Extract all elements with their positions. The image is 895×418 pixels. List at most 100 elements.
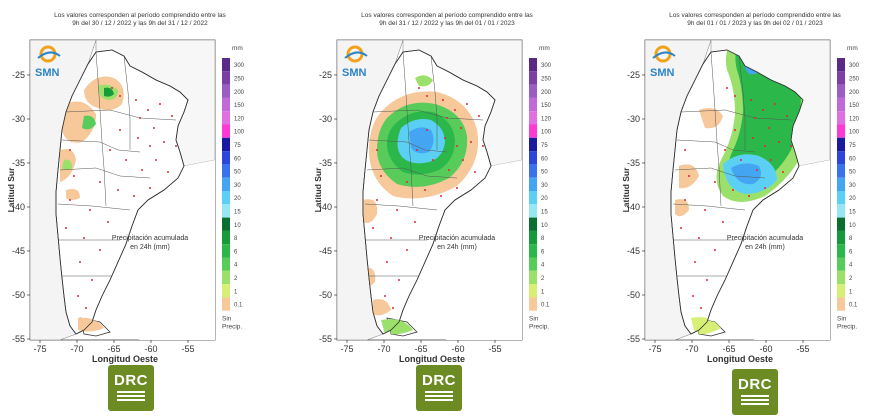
legend-value: 10: [849, 223, 856, 229]
station-dot: [704, 209, 706, 211]
legend-swatch: [837, 257, 845, 271]
drc-logo-text: DRC: [738, 376, 772, 393]
province-border: [672, 203, 746, 211]
station-dot: [69, 149, 71, 151]
precipitation-area: [78, 317, 104, 332]
legend-swatch: [837, 151, 845, 165]
legend-swatch: [222, 257, 230, 271]
x-tick-label: -70: [377, 344, 390, 354]
precipitation-area: [363, 199, 378, 223]
province-border: [57, 203, 131, 211]
precipitation-area: [731, 163, 761, 185]
smn-logo: SMN: [650, 45, 676, 79]
station-dot: [752, 137, 754, 139]
station-dot: [65, 227, 67, 229]
legend-swatch: [222, 111, 230, 125]
province-border: [65, 109, 177, 121]
smn-logo-text: SMN: [35, 67, 60, 79]
station-dot: [141, 169, 143, 171]
legend-value: 200: [541, 90, 552, 96]
station-dot: [782, 171, 784, 173]
legend-swatch: [529, 137, 537, 152]
station-dot: [762, 109, 764, 111]
station-dot: [426, 129, 428, 131]
y-axis-label: Latitud Sur: [313, 167, 323, 213]
drc-logo: DRC: [732, 369, 778, 415]
legend-value: 8: [849, 236, 853, 242]
legend-value: 6: [849, 249, 853, 255]
station-dot: [748, 195, 750, 197]
y-tick-label: -45: [12, 246, 25, 256]
station-dot: [125, 159, 127, 161]
legend-value: 1: [849, 289, 853, 295]
precipitation-map: -25 -30 -35 -40 -45 -50 -55 -75 -70 -65 -60 -55 Lati…: [313, 39, 552, 364]
legend-swatch: [222, 284, 230, 298]
station-dot: [714, 249, 716, 251]
legend-value: 120: [541, 116, 552, 122]
legend-swatch: [529, 230, 537, 245]
legend-value: 120: [849, 116, 860, 122]
map-title: Los valores corresponden al período comp…: [615, 12, 895, 28]
legend-swatch: [837, 204, 845, 218]
legend-swatch: [222, 204, 230, 218]
station-dot: [85, 307, 87, 309]
precip-note-line-2: en 24h (mm): [745, 244, 785, 251]
y-tick-label: -40: [627, 202, 640, 212]
y-tick-label: -30: [319, 114, 332, 124]
y-tick-label: -35: [319, 158, 332, 168]
legend-swatch: [222, 151, 230, 165]
legend-value: 150: [849, 103, 860, 109]
legend-value: 6: [234, 249, 238, 255]
legend-swatch: [529, 217, 537, 231]
legend-swatch: [529, 84, 537, 98]
legend-swatch: [222, 191, 230, 205]
legend-value: 250: [234, 76, 245, 82]
y-tick-label: -25: [319, 70, 332, 80]
station-dot: [734, 95, 736, 97]
precip-note-line-2: en 24h (mm): [130, 244, 170, 251]
map-panel-1: Los valores corresponden al período comp…: [0, 0, 280, 418]
station-dot: [137, 137, 139, 139]
station-dot: [73, 175, 75, 177]
province-border: [372, 109, 484, 121]
y-tick-label: -45: [319, 246, 332, 256]
legend-value: 60: [541, 156, 548, 162]
legend-value: 200: [849, 90, 860, 96]
precip-note-line-1: Precipitación acumulada: [727, 235, 803, 242]
legend-value: 20: [541, 196, 548, 202]
station-dot: [386, 261, 388, 263]
precipitation-area: [66, 189, 80, 200]
station-dot: [426, 95, 428, 97]
x-tick-label: -60: [759, 344, 772, 354]
map-title-line-2: 9h del 31 / 12 / 2022 y las 9h del 01 / …: [379, 20, 515, 27]
y-tick-label: -40: [319, 202, 332, 212]
legend-value: 6: [541, 249, 545, 255]
legend-swatch: [837, 284, 845, 298]
drc-lines-icon: [117, 391, 145, 403]
map-title-line-2: 9h del 01 / 01 / 2023 y las 9h del 02 / …: [687, 20, 823, 27]
x-tick-label: -75: [340, 344, 353, 354]
legend-value: 8: [234, 236, 238, 242]
legend-swatch: [222, 58, 230, 72]
station-dot: [133, 195, 135, 197]
station-dot: [790, 145, 792, 147]
station-dot: [698, 237, 700, 239]
station-dot: [175, 145, 177, 147]
legend-swatch: [837, 270, 845, 285]
station-dot: [478, 115, 480, 117]
map-title-line-1: Los valores corresponden al período comp…: [54, 12, 226, 19]
x-tick-label: -70: [70, 344, 83, 354]
legend-value: 1: [541, 289, 545, 295]
station-dot: [406, 181, 408, 183]
station-dot: [474, 171, 476, 173]
station-dot: [764, 145, 766, 147]
station-dot: [700, 307, 702, 309]
station-dot: [163, 141, 165, 143]
station-dot: [149, 145, 151, 147]
x-tick-label: -60: [144, 344, 157, 354]
legend-swatch: [837, 124, 845, 138]
map-panel-2: Los valores corresponden al período comp…: [307, 0, 587, 418]
station-dot: [418, 87, 420, 89]
precipitation-area: [409, 127, 434, 154]
legend-value: 1: [234, 289, 238, 295]
